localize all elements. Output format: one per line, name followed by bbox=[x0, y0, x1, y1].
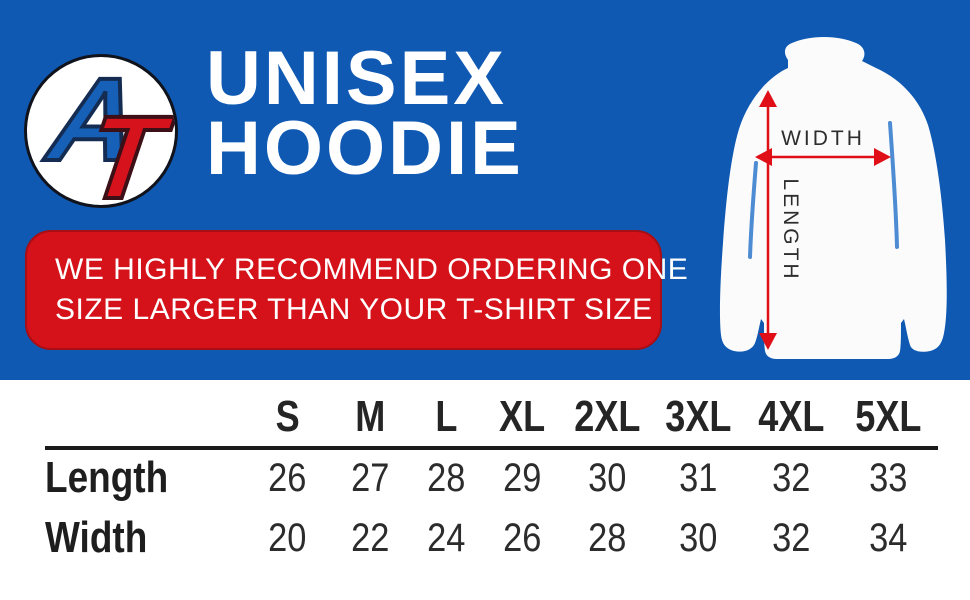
cell-value: 24 bbox=[426, 515, 466, 560]
width-arrow-label: WIDTH bbox=[781, 127, 865, 150]
cell-value: 28 bbox=[587, 515, 627, 560]
cell-value: 33 bbox=[868, 455, 908, 500]
column-header-label: 4XL bbox=[757, 392, 825, 441]
column-header-label: XL bbox=[498, 392, 546, 441]
row-label-width: Width bbox=[45, 506, 245, 570]
width-value-3xl: 30 bbox=[652, 506, 744, 570]
length-value-2xl: 30 bbox=[562, 448, 652, 506]
length-value-4xl: 32 bbox=[744, 448, 838, 506]
width-value-5xl: 34 bbox=[838, 506, 938, 570]
cell-value: 28 bbox=[426, 455, 466, 500]
width-value-s: 20 bbox=[245, 506, 330, 570]
cell-value: 26 bbox=[268, 455, 307, 500]
hero-section: A T UNISEX HOODIE WE HIGHLY RECOMMEND OR… bbox=[0, 0, 970, 380]
cell-value: 34 bbox=[868, 515, 908, 560]
notice-line-1: WE HIGHLY RECOMMEND ORDERING ONE bbox=[55, 253, 689, 286]
table-row-width: Width 20 22 24 26 28 30 32 34 bbox=[45, 506, 938, 570]
column-header-label: 5XL bbox=[854, 392, 922, 441]
title-line-1: UNISEX bbox=[206, 36, 507, 121]
cell-value: 30 bbox=[587, 455, 627, 500]
cell-value: 27 bbox=[350, 455, 390, 500]
hoodie-silhouette-shape bbox=[719, 37, 947, 359]
width-value-m: 22 bbox=[330, 506, 410, 570]
size-chart-header-row: S M L XL 2XL 3XL 4XL 5XL bbox=[45, 388, 938, 450]
cell-value: 30 bbox=[678, 515, 718, 560]
column-header-3xl: 3XL bbox=[652, 388, 744, 450]
page-title: UNISEX HOODIE bbox=[206, 36, 524, 191]
column-header-label: 3XL bbox=[664, 392, 732, 441]
hoodie-measurement-diagram: WIDTH LENGTH bbox=[719, 37, 947, 359]
length-value-3xl: 31 bbox=[652, 448, 744, 506]
column-header-l: L bbox=[410, 388, 482, 450]
cell-value: 32 bbox=[771, 515, 811, 560]
width-value-xl: 26 bbox=[482, 506, 562, 570]
notice-line-2: SIZE LARGER THAN YOUR T-SHIRT SIZE bbox=[55, 293, 653, 326]
width-value-l: 24 bbox=[410, 506, 482, 570]
right-seam-line bbox=[888, 121, 899, 249]
length-arrow bbox=[759, 90, 777, 350]
row-label-length: Length bbox=[45, 448, 245, 506]
column-header-m: M bbox=[330, 388, 410, 450]
sizing-notice-banner: WE HIGHLY RECOMMEND ORDERING ONE SIZE LA… bbox=[25, 230, 689, 350]
size-chart-corner-cell bbox=[45, 388, 245, 450]
width-value-4xl: 32 bbox=[744, 506, 838, 570]
column-header-label: L bbox=[434, 392, 458, 441]
row-label-text: Length bbox=[45, 453, 169, 502]
column-header-s: S bbox=[245, 388, 330, 450]
column-header-2xl: 2XL bbox=[562, 388, 652, 450]
width-value-2xl: 28 bbox=[562, 506, 652, 570]
column-header-label: M bbox=[354, 392, 386, 441]
cell-value: 20 bbox=[268, 515, 307, 560]
size-chart-section: S M L XL 2XL 3XL 4XL 5XL Length 26 27 28… bbox=[0, 380, 970, 600]
column-header-label: S bbox=[275, 392, 300, 441]
title-line-2: HOODIE bbox=[206, 106, 524, 191]
length-value-l: 28 bbox=[410, 448, 482, 506]
length-value-5xl: 33 bbox=[838, 448, 938, 506]
cell-value: 31 bbox=[678, 455, 718, 500]
column-header-label: 2XL bbox=[573, 392, 641, 441]
length-value-m: 27 bbox=[330, 448, 410, 506]
width-arrow bbox=[755, 148, 891, 166]
row-label-text: Width bbox=[45, 513, 148, 562]
logo-letter-t-icon: T bbox=[78, 90, 173, 208]
cell-value: 29 bbox=[502, 455, 542, 500]
left-seam-line bbox=[748, 161, 758, 259]
column-header-4xl: 4XL bbox=[744, 388, 838, 450]
length-arrow-label: LENGTH bbox=[779, 178, 802, 281]
table-row-length: Length 26 27 28 29 30 31 32 33 bbox=[45, 448, 938, 506]
size-chart-table: S M L XL 2XL 3XL 4XL 5XL Length 26 27 28… bbox=[45, 388, 938, 570]
column-header-5xl: 5XL bbox=[838, 388, 938, 450]
cell-value: 26 bbox=[502, 515, 542, 560]
cell-value: 22 bbox=[350, 515, 390, 560]
length-value-s: 26 bbox=[245, 448, 330, 506]
brand-logo: A T bbox=[24, 54, 178, 208]
column-header-xl: XL bbox=[482, 388, 562, 450]
length-value-xl: 29 bbox=[482, 448, 562, 506]
cell-value: 32 bbox=[771, 455, 811, 500]
